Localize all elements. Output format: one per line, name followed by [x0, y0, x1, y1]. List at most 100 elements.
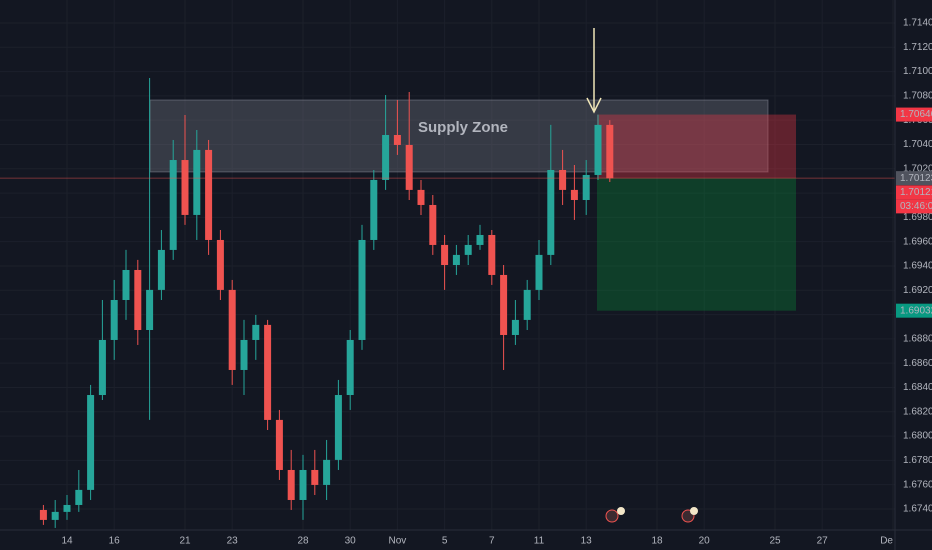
candle-body: [582, 174, 590, 200]
candle-body: [429, 204, 437, 245]
candle-body: [287, 469, 295, 500]
event-icons: [605, 507, 698, 523]
y-tick-label: 1.67600: [903, 479, 932, 490]
y-tick-label: 1.68000: [903, 431, 932, 442]
candle-body: [346, 339, 354, 396]
stop-zone: [597, 114, 796, 179]
y-tick-label: 1.68200: [903, 406, 932, 417]
zones: Supply Zone: [149, 99, 796, 311]
candle-body: [511, 319, 519, 335]
candle-body: [122, 269, 130, 300]
candle-body: [606, 124, 614, 179]
candle-body: [299, 469, 307, 500]
event-icon[interactable]: [690, 507, 698, 515]
candle-body: [547, 169, 555, 255]
x-tick-label: De: [880, 536, 893, 547]
x-tick-label: 23: [227, 536, 239, 547]
y-tick-label: 1.69600: [903, 236, 932, 247]
candle-body: [370, 179, 378, 240]
y-tick-label: 1.69400: [903, 261, 932, 272]
candle-body: [570, 189, 578, 200]
y-axis: 1.67400 1.67600 1.67800 1.68000 1.68200 1.684…: [903, 18, 932, 515]
y-tick-label: 1.67800: [903, 455, 932, 466]
x-tick-label: 16: [109, 536, 121, 547]
candle-body: [39, 509, 47, 520]
candle-body: [157, 249, 165, 290]
candle-body: [264, 324, 272, 420]
countdown-tag: [896, 199, 932, 214]
y-tick-label: 1.67400: [903, 504, 932, 515]
x-tick-label: 7: [489, 536, 495, 547]
candles: [39, 78, 614, 528]
price-tag-label: 1.70123: [900, 173, 932, 184]
y-tick-label: 1.70200: [903, 163, 932, 174]
candle-body: [488, 234, 496, 275]
candle-body: [417, 189, 425, 205]
candle-body: [441, 244, 449, 265]
y-tick-label: 1.68600: [903, 358, 932, 369]
candle-body: [98, 339, 106, 396]
candle-body: [594, 124, 602, 175]
candle-body: [134, 269, 142, 331]
price-tag-label: 1.70646: [900, 109, 932, 120]
y-tick-label: 1.70400: [903, 139, 932, 150]
x-tick-label: 30: [345, 536, 357, 547]
candle-body: [452, 254, 460, 265]
candle-body: [75, 489, 83, 505]
x-tick-label: 18: [651, 536, 663, 547]
x-tick-label: 13: [581, 536, 593, 547]
candle-body: [146, 289, 154, 331]
y-tick-label: 1.71000: [903, 66, 932, 77]
candle-body: [311, 469, 319, 485]
x-tick-label: 27: [817, 536, 829, 547]
event-icon[interactable]: [605, 509, 619, 523]
x-tick-label: 20: [699, 536, 711, 547]
x-tick-label: 11: [534, 536, 545, 547]
candle-body: [500, 274, 508, 335]
price-tag-label: 1.69032: [900, 305, 932, 316]
candle-body: [205, 149, 213, 240]
candle-body: [275, 419, 283, 470]
y-tick-label: 1.69200: [903, 285, 932, 296]
candle-body: [193, 149, 201, 215]
candle-body: [559, 169, 567, 190]
candle-body: [228, 289, 236, 370]
x-tick-label: Nov: [389, 536, 407, 547]
candle-body: [382, 134, 390, 180]
y-tick-label: 1.69800: [903, 212, 932, 223]
x-tick-label: 25: [769, 536, 781, 547]
y-tick-label: 1.71200: [903, 42, 932, 53]
overlay: [0, 28, 895, 179]
supply-zone-label: Supply Zone: [418, 119, 508, 136]
x-tick-label: 28: [297, 536, 309, 547]
candle-body: [110, 299, 118, 340]
y-tick-label: 1.68400: [903, 382, 932, 393]
target-zone: [597, 178, 796, 311]
countdown: 03:46:00: [900, 201, 932, 212]
arrow-head: [586, 97, 602, 114]
price-tag: [896, 171, 932, 186]
candle-body: [181, 160, 189, 215]
x-tick-label: 14: [61, 536, 73, 547]
y-tick-label: 1.68800: [903, 334, 932, 345]
price-tag: [896, 185, 932, 200]
y-tick-label: 1.70800: [903, 91, 932, 102]
candle-body: [51, 511, 59, 520]
candle-body: [535, 254, 543, 290]
y-tick-label: 1.71400: [903, 18, 932, 29]
event-icon[interactable]: [617, 507, 625, 515]
candle-body: [393, 134, 401, 145]
candle-body: [464, 244, 472, 255]
supply-zone: [149, 99, 769, 173]
candle-body: [323, 459, 331, 485]
price-tag: [896, 107, 932, 122]
candle-body: [523, 289, 531, 320]
x-axis: 14 16 21 23 28 30 Nov 5 7 11 13 18 20 25 27 De: [61, 536, 893, 547]
candle-body: [476, 234, 484, 245]
candle-body: [169, 160, 177, 250]
candle-body: [252, 324, 260, 340]
candle-body: [216, 239, 224, 290]
